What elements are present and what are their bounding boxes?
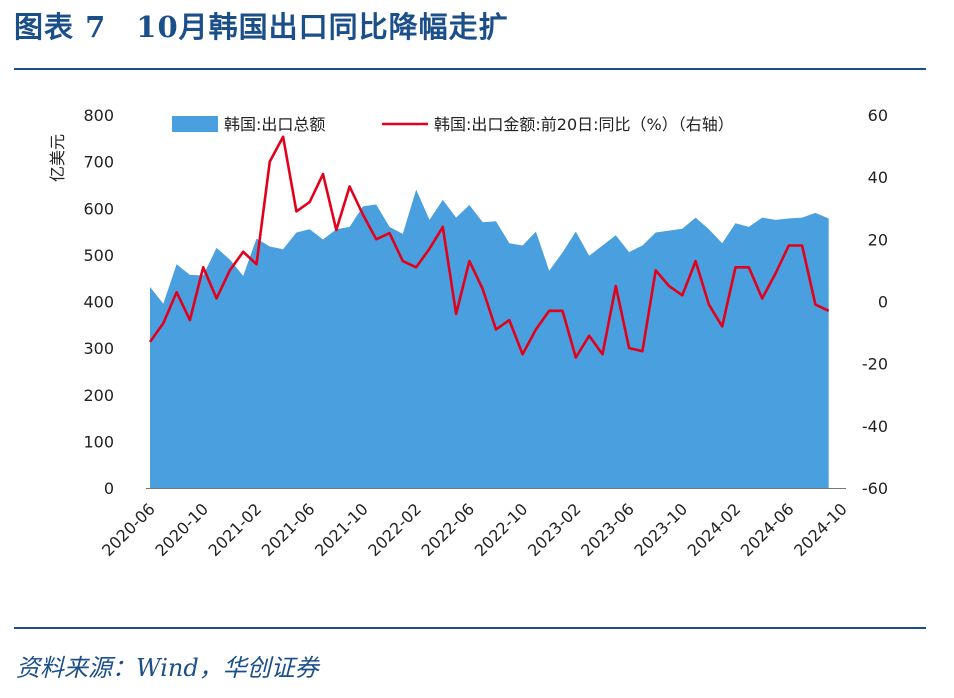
line-series-export-yoy [148, 135, 830, 359]
area-series-export-total [150, 189, 829, 488]
x-tick-label: 2024-06 [737, 499, 798, 560]
x-tick-label: 2024-10 [790, 499, 851, 560]
right-tick-label: 0 [878, 293, 888, 312]
figure-title: 图表 7 10月韩国出口同比降幅走扩 [14, 10, 509, 44]
bottom-rule [14, 627, 926, 629]
left-tick-label: 100 [83, 432, 114, 451]
x-tick-label: 2021-10 [311, 499, 372, 560]
left-tick-label: 700 [83, 153, 114, 172]
right-tick-label: 20 [868, 230, 888, 249]
x-tick-label: 2020-06 [98, 499, 159, 560]
left-tick-label: 600 [83, 199, 114, 218]
left-tick-label: 200 [83, 386, 114, 405]
right-tick-label: -40 [862, 417, 888, 436]
legend-label-line: 韩国:出口金额:前20日:同比（%）（右轴） [434, 115, 734, 134]
x-tick-label: 2021-02 [205, 499, 266, 560]
left-tick-label: 800 [83, 106, 114, 125]
left-tick-label: 400 [83, 293, 114, 312]
right-tick-label: -20 [862, 355, 888, 374]
right-tick-label: 60 [868, 106, 888, 125]
left-axis-unit: 亿美元 [48, 134, 67, 182]
x-tick-label: 2022-10 [471, 499, 532, 560]
x-tick-label: 2021-06 [258, 499, 319, 560]
x-tick-label: 2023-10 [630, 499, 691, 560]
x-tick-label: 2022-06 [418, 499, 479, 560]
x-tick-label: 2024-02 [684, 499, 745, 560]
source-note: 资料来源：Wind，华创证券 [16, 654, 319, 682]
x-tick-label: 2023-06 [577, 499, 638, 560]
x-tick-label: 2022-02 [364, 499, 425, 560]
right-tick-label: 40 [868, 168, 888, 187]
left-tick-label: 500 [83, 246, 114, 265]
left-tick-label: 300 [83, 339, 114, 358]
legend-label-area: 韩国:出口总额 [224, 115, 325, 134]
x-tick-label: 2023-02 [524, 499, 585, 560]
x-tick-label: 2020-10 [151, 499, 212, 560]
right-tick-label: -60 [862, 479, 888, 498]
top-rule [14, 68, 926, 70]
legend-swatch-area [172, 116, 218, 132]
left-tick-label: 0 [104, 479, 114, 498]
